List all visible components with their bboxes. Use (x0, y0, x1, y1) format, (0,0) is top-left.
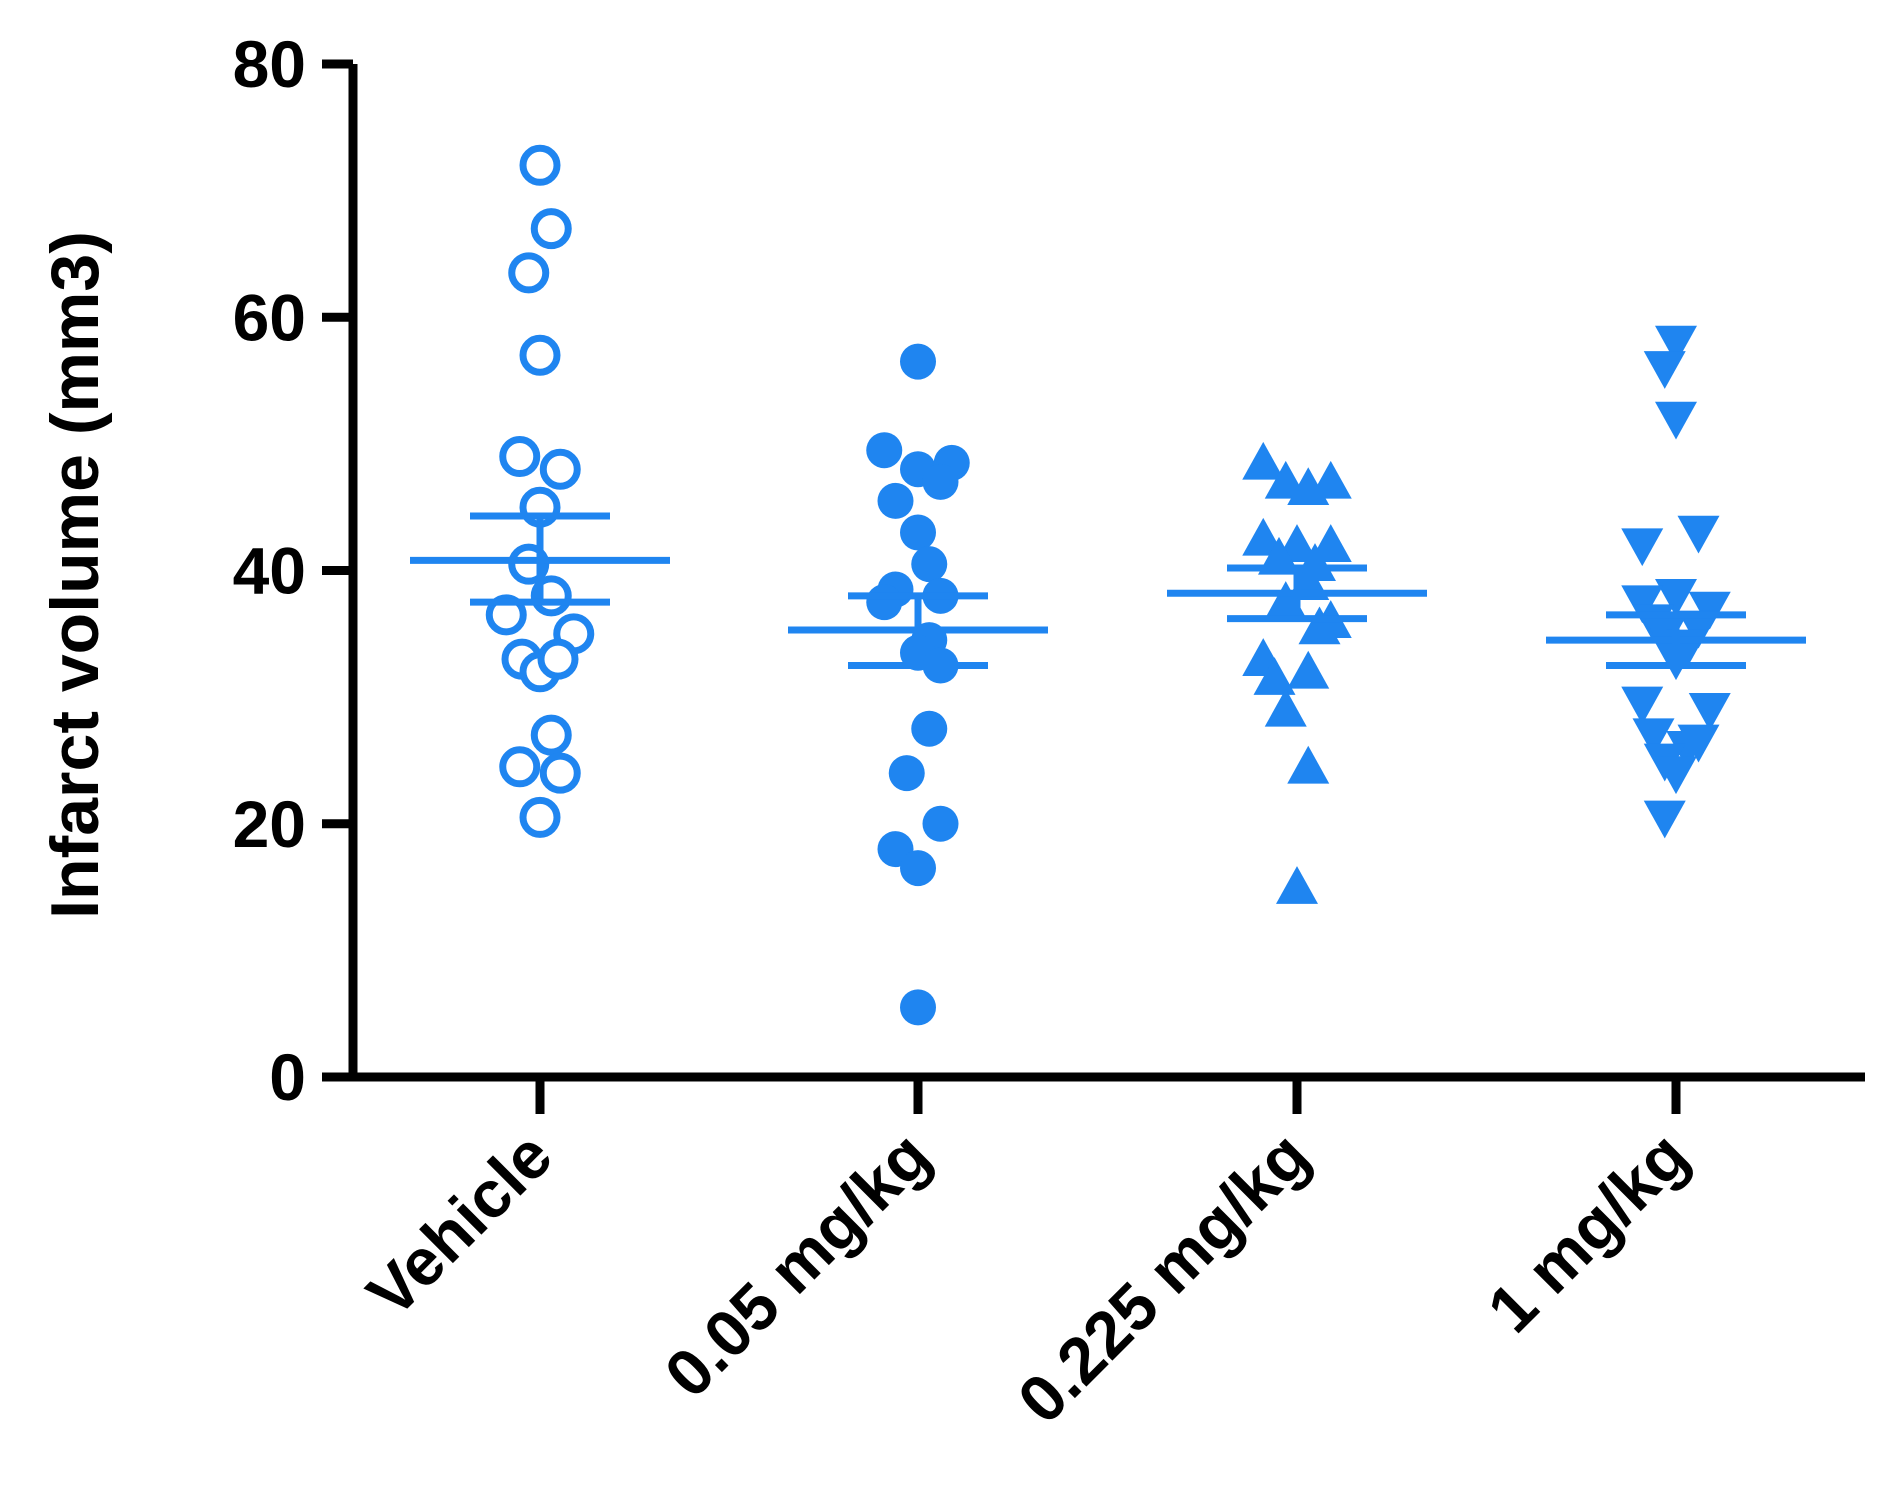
data-point (508, 252, 550, 294)
data-point (1643, 351, 1686, 389)
data-point (485, 594, 527, 636)
y-tick-label: 20 (233, 787, 306, 861)
data-point (539, 448, 581, 490)
data-point (530, 208, 572, 250)
data-point (1621, 528, 1664, 567)
data-point (1287, 650, 1330, 689)
y-axis-title: Infarct volume (mm3) (37, 231, 113, 919)
data-point (900, 514, 936, 551)
data-point (888, 755, 925, 792)
x-tick-label: 0.05 mg/kg (650, 1118, 944, 1412)
group-2 (1167, 441, 1427, 904)
group-0 (410, 144, 670, 838)
data-point (1677, 610, 1720, 649)
data-point (922, 805, 959, 842)
data-point (1621, 686, 1664, 725)
data-point (1242, 441, 1285, 480)
y-tick-label: 0 (269, 1040, 306, 1114)
data-point (900, 989, 936, 1026)
data-point (1253, 657, 1296, 695)
data-point (866, 584, 903, 621)
data-point (1677, 515, 1720, 554)
y-tick-label: 40 (233, 534, 306, 608)
y-ticks: 0 20 40 60 80 (233, 27, 353, 1114)
y-tick-label: 80 (233, 27, 306, 101)
data-point (499, 746, 541, 788)
data-point (1666, 730, 1709, 769)
data-point (1298, 606, 1341, 645)
data-point (877, 482, 914, 519)
data-point (1242, 517, 1285, 556)
data-point (911, 710, 948, 747)
data-point (1287, 467, 1330, 505)
data-point (1688, 591, 1731, 630)
data-point (1655, 579, 1697, 617)
data-point (519, 796, 561, 838)
data-point (1632, 718, 1675, 757)
data-point (537, 638, 579, 680)
data-point (1309, 524, 1352, 562)
data-point (519, 334, 561, 376)
data-point (519, 144, 561, 186)
data-point (530, 714, 572, 756)
data-point (1264, 688, 1307, 727)
data-point (1688, 692, 1731, 731)
data-point (1655, 401, 1697, 440)
axes (348, 64, 1865, 1082)
data-point (539, 752, 581, 794)
data-point (866, 432, 903, 469)
y-tick-label: 60 (233, 280, 306, 354)
x-ticks: Vehicle 0.05 mg/kg 0.225 mg/kg 1 mg/kg (353, 1077, 1702, 1437)
data-point (1643, 800, 1686, 839)
data-point (1276, 866, 1318, 904)
data-point (499, 436, 541, 478)
data-point (1655, 756, 1697, 795)
data-point (911, 546, 948, 583)
data-point (1655, 325, 1697, 364)
x-tick-label: 0.225 mg/kg (1003, 1118, 1323, 1438)
data-point (1287, 745, 1330, 784)
data-point (1621, 585, 1664, 624)
data-groups (410, 144, 1806, 1026)
group-1 (788, 343, 1048, 1026)
data-point (900, 850, 936, 887)
group-3 (1546, 325, 1806, 839)
x-tick-label: 1 mg/kg (1473, 1118, 1702, 1347)
x-tick-label: Vehicle (353, 1118, 566, 1331)
data-point (922, 463, 959, 500)
data-point (900, 343, 936, 380)
